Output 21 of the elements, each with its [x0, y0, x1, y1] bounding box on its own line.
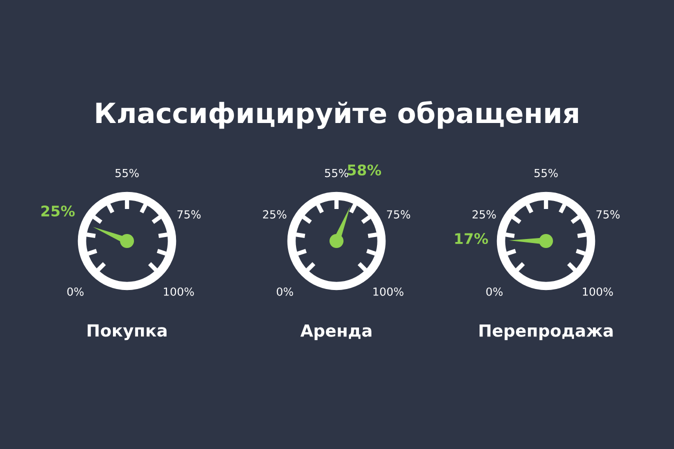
category-label: Аренда — [300, 324, 372, 340]
text: 0% — [486, 287, 503, 296]
text: 55% — [116, 168, 139, 178]
text: 75% — [596, 210, 620, 219]
text: 0% — [276, 287, 294, 296]
text: 75% — [177, 210, 201, 219]
text: 25% — [472, 210, 496, 219]
text: 100% — [164, 287, 194, 296]
data-label: 58% — [348, 164, 382, 176]
text: 25% — [263, 210, 286, 219]
text: 100% — [373, 287, 404, 296]
data-label: 17% — [455, 233, 488, 244]
text: 100% — [582, 287, 613, 296]
text: 55% — [325, 168, 348, 178]
text: 0% — [67, 287, 84, 296]
data-label: 25% — [41, 206, 75, 217]
text: Классифицируйте обращения — [96, 100, 578, 130]
category-label: Перепродажа — [480, 324, 613, 340]
text: 55% — [534, 168, 558, 178]
category-label: Покупка — [88, 324, 167, 340]
text: 75% — [386, 210, 410, 219]
